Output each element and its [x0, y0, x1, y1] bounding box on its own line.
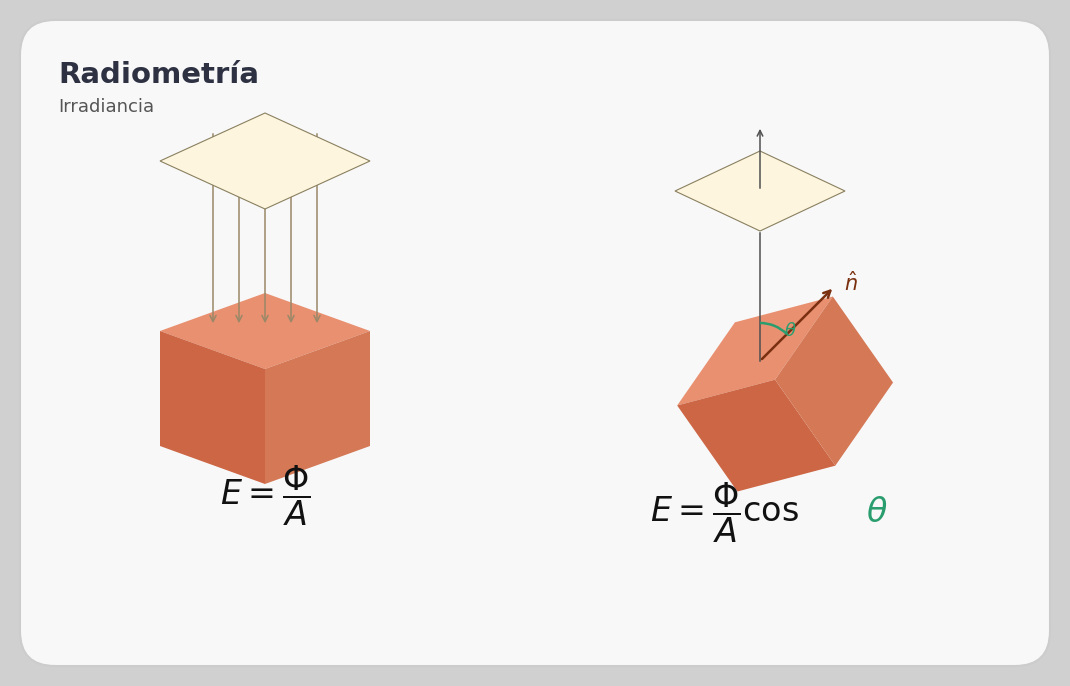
Text: Irradiancia: Irradiancia	[58, 98, 154, 116]
Polygon shape	[160, 113, 370, 209]
Polygon shape	[265, 331, 370, 484]
Text: $E = \dfrac{\Phi}{A}$: $E = \dfrac{\Phi}{A}$	[219, 464, 310, 528]
Text: Radiometría: Radiometría	[58, 61, 259, 89]
Polygon shape	[677, 296, 832, 405]
FancyBboxPatch shape	[20, 20, 1050, 666]
Text: $E = \dfrac{\Phi}{A}\cos$: $E = \dfrac{\Phi}{A}\cos$	[651, 481, 799, 545]
Polygon shape	[160, 331, 265, 484]
Polygon shape	[160, 293, 370, 369]
Polygon shape	[775, 296, 893, 466]
Polygon shape	[677, 379, 836, 491]
Polygon shape	[675, 151, 845, 231]
Text: $\theta$: $\theta$	[866, 497, 888, 530]
Text: $\hat{n}$: $\hat{n}$	[844, 271, 858, 294]
Text: $\theta$: $\theta$	[784, 322, 797, 340]
